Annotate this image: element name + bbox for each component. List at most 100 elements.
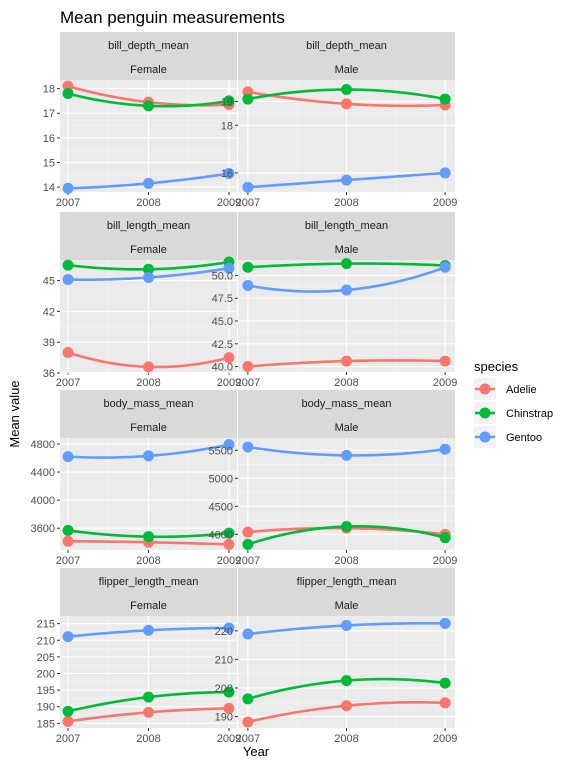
y-tick-label: 42.5 — [212, 339, 233, 351]
data-point-chinstrap — [341, 258, 352, 270]
data-point-chinstrap — [223, 95, 235, 107]
y-tick-label: 42 — [43, 306, 55, 318]
facet-panel: bill_length_mean Male 2007 2008 2009 40.0 42.5… — [212, 212, 457, 389]
legend-key-marker — [479, 431, 491, 443]
y-tick-label: 18 — [43, 84, 55, 96]
data-point-gentoo — [62, 631, 74, 643]
facet-panels: bill_depth_mean Female 2007 2008 2009 14 15 16 1… — [31, 32, 457, 745]
data-point-gentoo — [223, 262, 235, 274]
y-tick-label: 190 — [215, 712, 233, 724]
facet-strip — [60, 32, 237, 80]
x-tick-label: 2009 — [217, 377, 241, 389]
x-tick-label: 2007 — [56, 733, 80, 745]
data-point-adelie — [223, 352, 235, 364]
y-tick-label: 215 — [37, 619, 55, 631]
data-point-gentoo — [143, 177, 154, 189]
data-point-adelie — [223, 538, 235, 550]
y-tick-label: 210 — [215, 654, 233, 666]
data-point-chinstrap — [439, 677, 451, 689]
data-point-adelie — [341, 700, 352, 712]
y-tick-label: 18 — [221, 120, 233, 132]
y-tick-label: 4800 — [31, 439, 55, 451]
data-point-adelie — [341, 355, 352, 367]
x-tick-label: 2007 — [236, 733, 260, 745]
facet-strip-variable: bill_depth_mean — [306, 40, 387, 52]
y-tick-label: 205 — [37, 652, 55, 664]
data-point-adelie — [62, 535, 74, 547]
data-point-chinstrap — [223, 527, 235, 539]
data-point-adelie — [62, 715, 74, 727]
data-point-chinstrap — [242, 538, 254, 550]
data-point-gentoo — [341, 619, 352, 631]
data-point-adelie — [242, 716, 254, 728]
y-tick-label: 200 — [37, 668, 55, 680]
legend-title: species — [474, 359, 519, 374]
x-tick-label: 2008 — [136, 197, 160, 209]
y-tick-label: 3600 — [31, 523, 55, 535]
legend: species Adelie Chinstrap Gentoo — [474, 359, 553, 448]
facet-strip — [60, 568, 237, 616]
facet-strip-variable: flipper_length_mean — [297, 576, 397, 588]
y-tick-label: 4400 — [31, 467, 55, 479]
facet-strip — [238, 32, 455, 80]
y-tick-label: 4500 — [209, 501, 233, 513]
data-point-gentoo — [341, 174, 352, 186]
x-tick-label: 2007 — [56, 197, 80, 209]
data-point-chinstrap — [62, 705, 74, 717]
legend-label-gentoo: Gentoo — [506, 432, 542, 444]
x-tick-label: 2008 — [136, 733, 160, 745]
data-point-gentoo — [341, 284, 352, 296]
data-point-gentoo — [223, 622, 235, 634]
y-tick-label: 39 — [43, 337, 55, 349]
y-tick-label: 50.0 — [212, 270, 233, 282]
facet-strip-variable: flipper_length_mean — [99, 576, 199, 588]
legend-key-marker — [479, 407, 491, 419]
data-point-gentoo — [242, 279, 254, 291]
facet-panel: bill_depth_mean Female 2007 2008 2009 14 15 16 1… — [43, 32, 241, 209]
y-tick-label: 16 — [221, 168, 233, 180]
x-tick-label: 2009 — [433, 733, 457, 745]
data-point-adelie — [242, 361, 254, 373]
y-tick-label: 195 — [37, 685, 55, 697]
data-point-chinstrap — [439, 532, 451, 544]
data-point-gentoo — [242, 181, 254, 193]
facet-panel: flipper_length_mean Male 2007 2008 2009 190 20… — [215, 568, 457, 745]
data-point-chinstrap — [242, 93, 254, 105]
facet-strip-sex: Female — [130, 64, 167, 76]
data-point-adelie — [143, 361, 154, 373]
x-tick-label: 2008 — [334, 377, 358, 389]
y-tick-label: 5500 — [209, 445, 233, 457]
y-tick-label: 16 — [43, 133, 55, 145]
legend-key-marker — [479, 383, 491, 395]
facet-panel: bill_length_mean Female 2007 2008 2009 36 39 42… — [43, 212, 241, 389]
facet-strip — [60, 390, 237, 438]
data-point-gentoo — [143, 624, 154, 636]
facet-strip-variable: body_mass_mean — [302, 398, 392, 410]
legend-label-chinstrap: Chinstrap — [506, 408, 553, 420]
legend-label-adelie: Adelie — [506, 384, 537, 396]
data-point-gentoo — [223, 439, 235, 451]
x-tick-label: 2007 — [56, 377, 80, 389]
facet-strip — [60, 212, 237, 260]
data-point-gentoo — [439, 167, 451, 179]
y-tick-label: 14 — [43, 182, 55, 194]
x-tick-label: 2009 — [217, 555, 241, 567]
data-point-gentoo — [62, 451, 74, 463]
x-tick-label: 2008 — [334, 197, 358, 209]
y-tick-label: 185 — [37, 718, 55, 730]
data-point-adelie — [143, 706, 154, 718]
data-point-chinstrap — [223, 686, 235, 698]
facet-strip-sex: Male — [335, 64, 359, 76]
data-point-chinstrap — [143, 263, 154, 275]
y-tick-label: 47.5 — [212, 293, 233, 305]
data-point-adelie — [62, 346, 74, 358]
x-tick-label: 2008 — [136, 555, 160, 567]
facet-strip-variable: bill_depth_mean — [108, 40, 189, 52]
x-tick-label: 2009 — [217, 733, 241, 745]
data-point-adelie — [242, 526, 254, 538]
data-point-adelie — [439, 355, 451, 367]
data-point-adelie — [341, 98, 352, 110]
y-tick-label: 45.0 — [212, 316, 233, 328]
y-axis-label: Mean value — [7, 380, 22, 447]
